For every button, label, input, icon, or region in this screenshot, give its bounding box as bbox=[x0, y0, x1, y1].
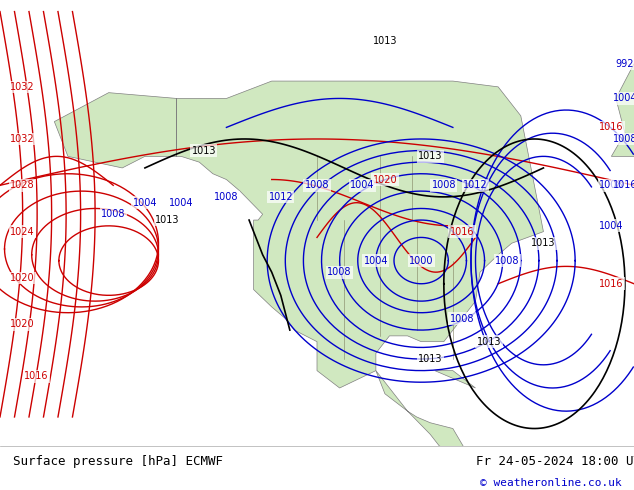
Text: 1008: 1008 bbox=[495, 256, 519, 266]
Text: 1004: 1004 bbox=[599, 221, 624, 231]
Text: 1032: 1032 bbox=[10, 134, 35, 144]
Text: 1012: 1012 bbox=[268, 192, 293, 202]
Text: 992: 992 bbox=[616, 59, 634, 69]
Text: 1004: 1004 bbox=[364, 256, 388, 266]
Text: 1013: 1013 bbox=[418, 354, 443, 364]
Text: 1016: 1016 bbox=[599, 122, 624, 132]
Text: 1016: 1016 bbox=[599, 279, 624, 289]
Polygon shape bbox=[435, 370, 476, 388]
Text: 1016: 1016 bbox=[612, 180, 634, 190]
Text: 1004: 1004 bbox=[133, 197, 157, 208]
Text: 1000: 1000 bbox=[409, 256, 434, 266]
Text: 1008: 1008 bbox=[450, 314, 474, 323]
Text: 1013: 1013 bbox=[418, 151, 443, 161]
Text: 1008: 1008 bbox=[327, 267, 352, 277]
Text: 1013: 1013 bbox=[191, 146, 216, 155]
Text: 1004: 1004 bbox=[169, 197, 193, 208]
Text: 1024: 1024 bbox=[10, 227, 35, 237]
Text: 1008: 1008 bbox=[432, 180, 456, 190]
Text: 1008: 1008 bbox=[101, 209, 126, 219]
Text: 1008: 1008 bbox=[599, 180, 624, 190]
Text: 1013: 1013 bbox=[373, 36, 397, 46]
Text: 1012: 1012 bbox=[463, 180, 488, 190]
Text: 1013: 1013 bbox=[155, 215, 180, 225]
Text: Fr 24-05-2024 18:00 UTC (12+06): Fr 24-05-2024 18:00 UTC (12+06) bbox=[476, 455, 634, 468]
Text: Surface pressure [hPa] ECMWF: Surface pressure [hPa] ECMWF bbox=[13, 455, 223, 468]
Text: 1008: 1008 bbox=[214, 192, 238, 202]
Polygon shape bbox=[55, 81, 543, 388]
Text: 1020: 1020 bbox=[373, 174, 398, 185]
Text: 1013: 1013 bbox=[531, 238, 555, 248]
Text: 1016: 1016 bbox=[450, 227, 474, 237]
Text: 1008: 1008 bbox=[305, 180, 329, 190]
Text: 1028: 1028 bbox=[10, 180, 35, 190]
Text: © weatheronline.co.uk: © weatheronline.co.uk bbox=[479, 478, 621, 489]
Text: 1016: 1016 bbox=[24, 371, 48, 381]
Text: 1004: 1004 bbox=[612, 94, 634, 103]
Text: 1020: 1020 bbox=[10, 273, 35, 283]
Text: 1008: 1008 bbox=[612, 134, 634, 144]
Text: 1032: 1032 bbox=[10, 82, 35, 92]
Text: 1020: 1020 bbox=[10, 319, 35, 329]
Polygon shape bbox=[376, 370, 467, 458]
Polygon shape bbox=[611, 52, 634, 156]
Text: 1004: 1004 bbox=[350, 180, 375, 190]
Text: 1013: 1013 bbox=[477, 337, 501, 346]
